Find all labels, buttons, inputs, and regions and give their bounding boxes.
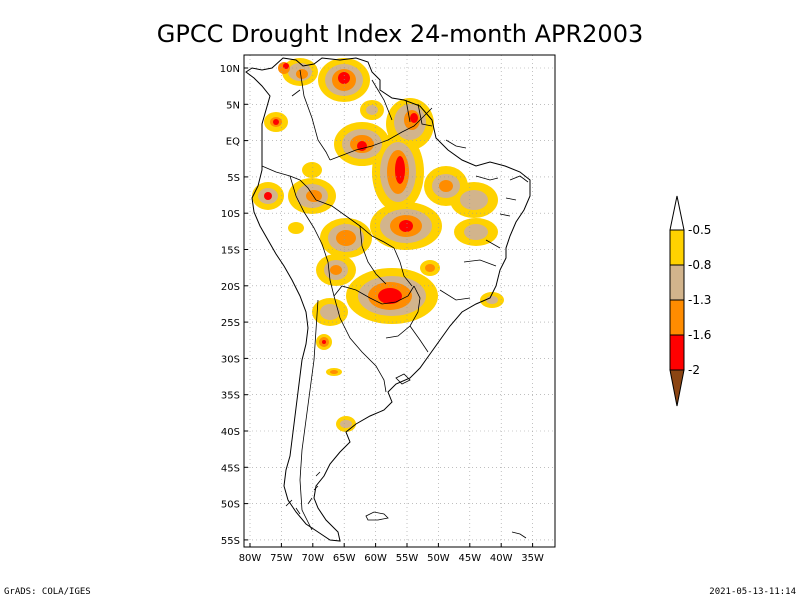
colorbar-label-1: -0.5 <box>688 223 711 237</box>
coastline <box>245 57 531 542</box>
colorbar-bottom-arrow <box>669 369 685 407</box>
lat-label: 5N <box>226 100 240 111</box>
drought-patch <box>330 370 338 374</box>
drought-patch <box>464 224 488 240</box>
colorbar-label-4: -1.6 <box>688 328 711 342</box>
lon-label: 70W <box>301 553 324 564</box>
drought-patch <box>340 420 352 428</box>
drought-patch <box>296 69 308 79</box>
drought-patch <box>273 119 279 125</box>
lat-label: 45S <box>221 463 240 474</box>
lat-label: 20S <box>221 282 240 293</box>
drought-patch <box>330 265 342 275</box>
drought-patch <box>460 190 488 210</box>
drought-patch <box>306 190 322 202</box>
colorbar-segment-3 <box>669 299 685 336</box>
lon-label: 65W <box>333 553 356 564</box>
lon-label: 55W <box>396 553 419 564</box>
lat-label: 25S <box>221 318 240 329</box>
lon-label: 80W <box>239 553 262 564</box>
lat-label: 5S <box>227 173 240 184</box>
lon-label: 35W <box>521 553 544 564</box>
map-frame <box>243 54 556 548</box>
drought-patch <box>395 156 405 184</box>
lon-label: 60W <box>364 553 387 564</box>
lat-label: 10N <box>220 64 240 75</box>
lat-label: 40S <box>221 427 240 438</box>
drought-patch <box>322 340 326 344</box>
drought-patch <box>439 180 453 192</box>
longitude-labels: 80W 75W 70W 65W 60W 55W 50W 45W 40W 35W <box>239 543 544 564</box>
map-title: GPCC Drought Index 24-month APR2003 <box>157 20 643 48</box>
lat-label: 35S <box>221 391 240 402</box>
drought-shading <box>252 58 504 432</box>
lat-label: 15S <box>221 246 240 257</box>
lat-label: EQ <box>226 137 240 148</box>
footer-credit: GrADS: COLA/IGES <box>4 587 91 597</box>
colorbar-top-arrow <box>669 195 685 231</box>
colorbar-label-2: -0.8 <box>688 258 711 272</box>
colorbar-label-3: -1.3 <box>688 293 711 307</box>
drought-patch <box>486 296 498 304</box>
drought-patch <box>338 72 350 84</box>
drought-patch <box>336 230 356 246</box>
lat-label: 50S <box>221 500 240 511</box>
drought-patch <box>410 113 418 123</box>
drought-patch <box>288 222 304 234</box>
lat-label: 30S <box>221 354 240 365</box>
lon-label: 50W <box>427 553 450 564</box>
lon-label: 45W <box>458 553 481 564</box>
drought-patch <box>399 220 413 232</box>
lon-label: 40W <box>490 553 513 564</box>
islands <box>285 373 527 539</box>
colorbar: -0.5 -0.8 -1.3 -1.6 -2 <box>669 195 711 407</box>
lat-label: 55S <box>221 536 240 547</box>
drought-patch <box>378 288 402 304</box>
drought-patch <box>302 162 322 178</box>
drought-patch <box>366 105 378 115</box>
drought-patch <box>320 304 340 320</box>
footer-timestamp: 2021-05-13-11:14 <box>709 587 796 597</box>
colorbar-label-5: -2 <box>688 363 700 377</box>
colorbar-segment-4 <box>669 334 685 371</box>
latitude-labels: 10N 5N EQ 5S 10S 15S 20S 25S 30S 35S 40S 45S 50S 55S <box>220 64 248 547</box>
colorbar-segment-1 <box>669 229 685 266</box>
drought-patch <box>283 63 289 69</box>
colorbar-segment-2 <box>669 264 685 301</box>
lon-label: 75W <box>270 553 293 564</box>
drought-patch <box>357 141 367 151</box>
drought-patch <box>264 192 272 200</box>
drought-patch <box>425 264 435 272</box>
lat-label: 10S <box>221 209 240 220</box>
country-borders <box>261 69 529 531</box>
